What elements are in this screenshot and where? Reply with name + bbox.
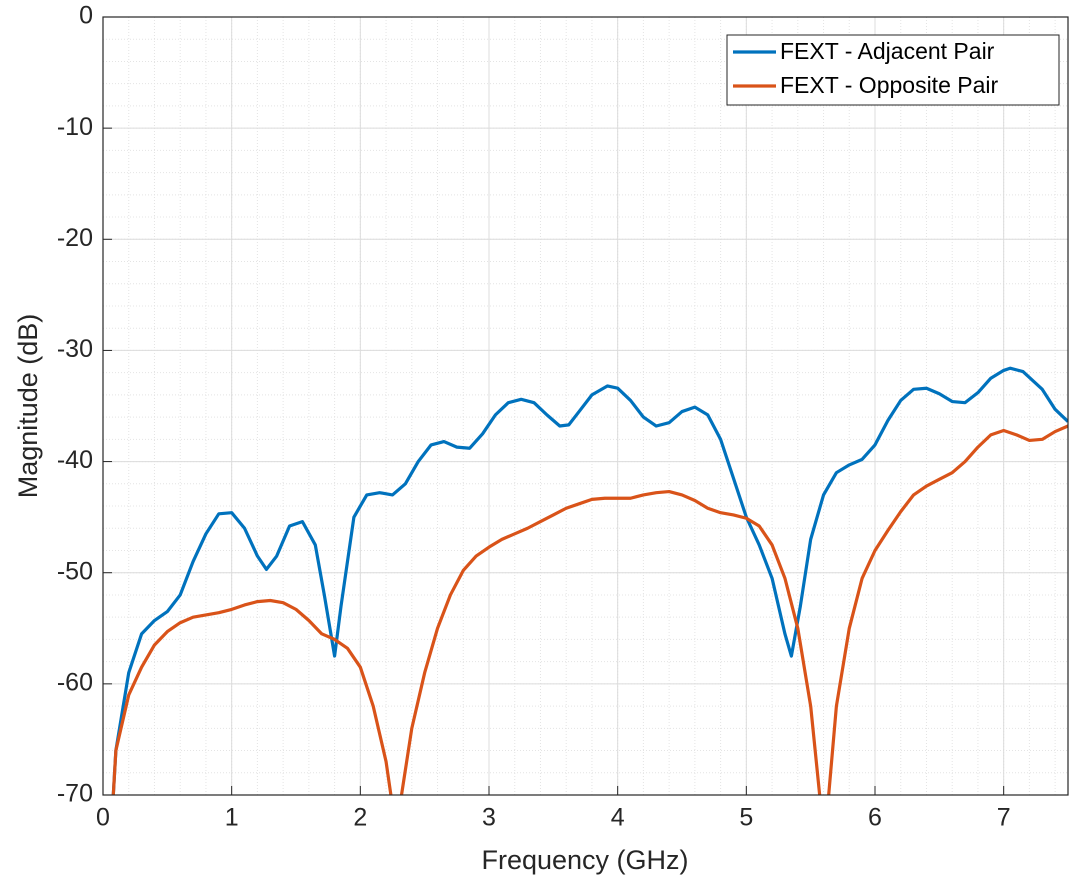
legend-label: FEXT - Opposite Pair — [780, 72, 998, 98]
lines — [111, 366, 1068, 795]
legend-label: FEXT - Adjacent Pair — [780, 38, 995, 64]
x-tick-label: 1 — [225, 804, 239, 832]
legend-box — [726, 34, 1060, 106]
x-tick-label: 5 — [739, 804, 753, 832]
ticks: 0 1 2 3 4 5 6 7 -70 -60 -50 -40 -30 -20 -10 0 — [57, 2, 1011, 832]
y-tick-label: -40 — [57, 446, 93, 474]
x-tick-label: 0 — [96, 804, 110, 832]
y-tick-label: 0 — [79, 2, 93, 30]
y-tick-label: -50 — [57, 557, 93, 585]
x-tick-label: 3 — [482, 804, 496, 832]
legend: FEXT - Adjacent Pair FEXT - Opposite Pair — [726, 34, 1060, 106]
x-tick-label: 6 — [868, 804, 882, 832]
y-tick-label: -70 — [57, 780, 93, 808]
data-line — [111, 366, 1068, 795]
y-tick-label: -10 — [57, 113, 93, 141]
x-tick-label: 2 — [353, 804, 367, 832]
data-line — [111, 424, 1068, 795]
y-tick-label: -30 — [57, 335, 93, 363]
x-axis-label: Frequency (GHz) — [481, 845, 688, 875]
x-tick-label: 7 — [997, 804, 1011, 832]
y-tick-label: -60 — [57, 668, 93, 696]
y-tick-label: -20 — [57, 224, 93, 252]
plot-area — [103, 17, 1068, 795]
y-axis-label: Magnitude (dB) — [13, 314, 43, 499]
x-tick-label: 4 — [611, 804, 625, 832]
axes-box — [102, 16, 1069, 796]
